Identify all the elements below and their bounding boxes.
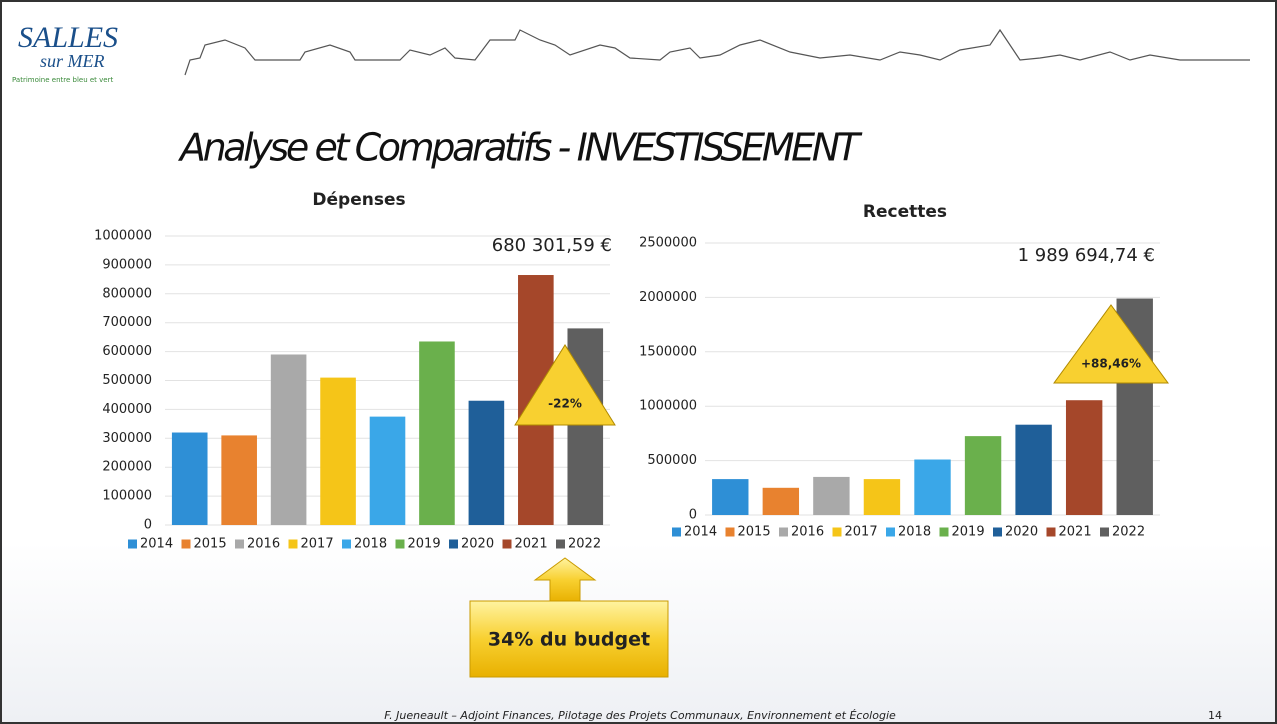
legend-swatch — [1047, 528, 1056, 537]
logo-tagline: Patrimoine entre bleu et vert — [12, 76, 113, 84]
chart-title: Dépenses — [312, 190, 405, 210]
y-tick-label: 900000 — [102, 257, 152, 272]
legend-swatch — [556, 540, 565, 549]
legend-swatch — [833, 528, 842, 537]
bar — [320, 378, 356, 525]
legend-label: 2017 — [301, 537, 334, 552]
logo-name: SALLES — [18, 21, 118, 54]
y-tick-label: 500000 — [102, 373, 152, 388]
legend-swatch — [726, 528, 735, 537]
legend-label: 2018 — [354, 537, 387, 552]
legend-label: 2015 — [194, 537, 227, 552]
bar — [864, 479, 900, 515]
y-tick-label: 800000 — [102, 286, 152, 301]
legend-swatch — [342, 540, 351, 549]
y-tick-label: 1000000 — [639, 399, 697, 414]
annotation: -22% — [548, 397, 582, 411]
y-tick-label: 300000 — [102, 431, 152, 446]
bar — [914, 460, 950, 515]
y-tick-label: 0 — [144, 518, 152, 533]
legend-label: 2019 — [408, 537, 441, 552]
legend-label: 2021 — [515, 537, 548, 552]
callout-text: 34% du budget — [488, 629, 650, 651]
bar — [813, 477, 849, 515]
page-number: 14 — [1208, 709, 1222, 722]
bar — [221, 435, 257, 525]
legend-swatch — [503, 540, 512, 549]
bar — [172, 433, 208, 525]
value-label: 1 989 694,74 € — [1018, 245, 1155, 266]
legend-label: 2016 — [247, 537, 280, 552]
legend-label: 2016 — [791, 525, 824, 540]
y-tick-label: 700000 — [102, 315, 152, 330]
y-tick-label: 0 — [689, 508, 697, 523]
slide: SALLES sur MER Patrimoine entre bleu et … — [0, 0, 1277, 724]
annotation: +88,46% — [1081, 357, 1141, 371]
bar — [1015, 425, 1051, 515]
y-tick-label: 1500000 — [639, 344, 697, 359]
legend-label: 2018 — [898, 525, 931, 540]
legend-swatch — [779, 528, 788, 537]
bar — [419, 341, 455, 525]
legend-swatch — [128, 540, 137, 549]
legend-label: 2020 — [461, 537, 494, 552]
chart-title: Recettes — [863, 202, 947, 222]
bar — [370, 417, 406, 525]
slide-title: Analyse et Comparatifs - INVESTISSEMENT — [177, 126, 863, 170]
legend-swatch — [449, 540, 458, 549]
y-tick-label: 600000 — [102, 344, 152, 359]
legend-swatch — [940, 528, 949, 537]
legend-swatch — [235, 540, 244, 549]
bar — [271, 354, 307, 525]
legend-label: 2015 — [738, 525, 771, 540]
legend-swatch — [182, 540, 191, 549]
legend-label: 2021 — [1059, 525, 1092, 540]
y-tick-label: 100000 — [102, 489, 152, 504]
y-tick-label: 2000000 — [639, 290, 697, 305]
legend-swatch — [993, 528, 1002, 537]
legend-swatch — [289, 540, 298, 549]
logo-sub: sur MER — [40, 51, 105, 71]
legend-label: 2017 — [845, 525, 878, 540]
value-label: 680 301,59 € — [492, 235, 612, 256]
footer: F. Jueneault – Adjoint Finances, Pilotag… — [384, 709, 896, 722]
legend-label: 2022 — [568, 537, 601, 552]
bar — [1066, 400, 1102, 515]
legend-swatch — [672, 528, 681, 537]
y-tick-label: 2500000 — [639, 236, 697, 251]
legend-swatch — [886, 528, 895, 537]
legend-label: 2014 — [140, 537, 173, 552]
legend-swatch — [1100, 528, 1109, 537]
y-tick-label: 500000 — [647, 453, 697, 468]
legend-label: 2020 — [1005, 525, 1038, 540]
bar — [965, 436, 1001, 515]
y-tick-label: 400000 — [102, 402, 152, 417]
legend-label: 2022 — [1112, 525, 1145, 540]
legend-label: 2014 — [684, 525, 717, 540]
y-tick-label: 1000000 — [94, 229, 152, 244]
legend-label: 2019 — [952, 525, 985, 540]
bar — [763, 488, 799, 515]
bar — [712, 479, 748, 515]
y-tick-label: 200000 — [102, 460, 152, 475]
bar — [469, 401, 505, 525]
legend-swatch — [396, 540, 405, 549]
